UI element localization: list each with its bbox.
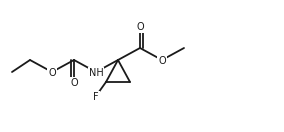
Text: O: O [70, 78, 78, 88]
Text: O: O [48, 68, 56, 78]
Text: O: O [136, 22, 144, 32]
Text: NH: NH [89, 68, 103, 78]
Text: F: F [93, 92, 99, 102]
Text: O: O [158, 56, 166, 66]
